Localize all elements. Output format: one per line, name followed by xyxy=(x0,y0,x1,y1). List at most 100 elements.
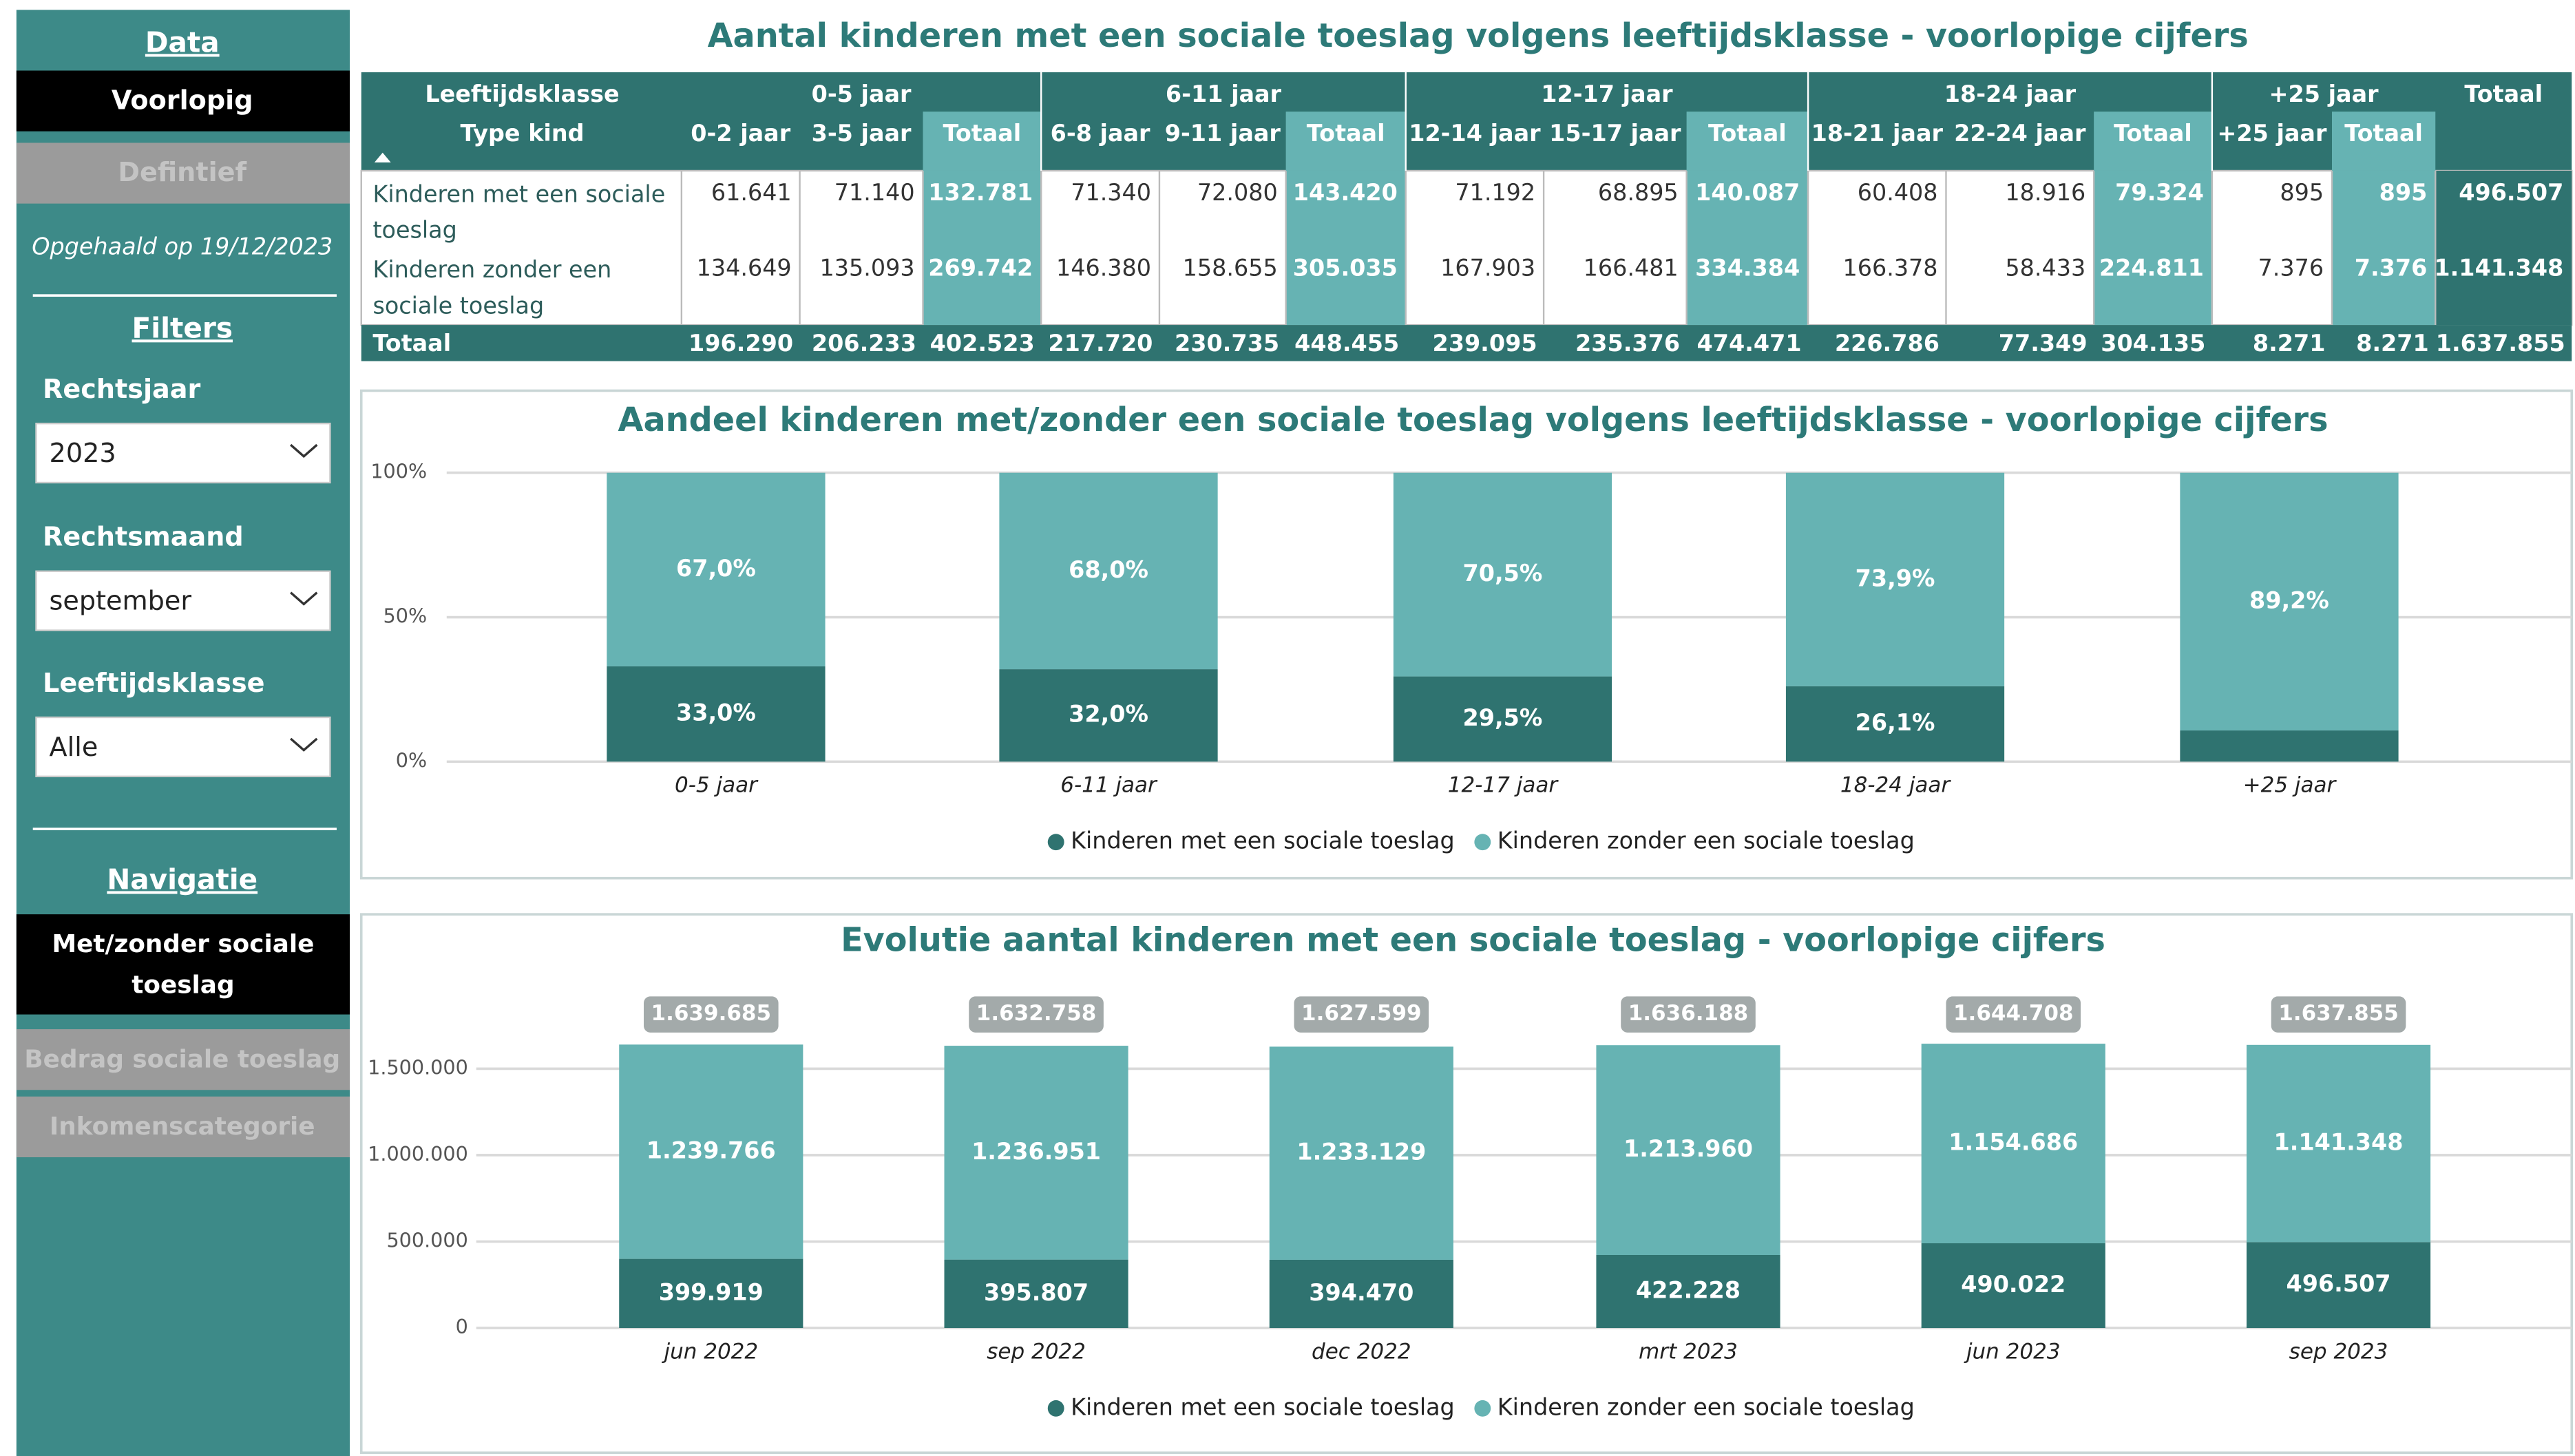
bar-segment xyxy=(1785,472,2005,686)
table-cell: 72.080 xyxy=(1197,179,1278,206)
sort-icon[interactable] xyxy=(374,152,391,163)
row-label-box: Kinderen zonder een sociale toeslag xyxy=(372,257,612,320)
data-label: 1.239.766 xyxy=(647,1137,776,1163)
table-cell: 135.093 xyxy=(820,255,915,282)
dropdown[interactable] xyxy=(35,422,331,484)
data-label: 1.236.951 xyxy=(971,1138,1101,1165)
data-label: 26,1% xyxy=(1856,709,1935,736)
total-label-box xyxy=(1946,996,2081,1033)
table-cell: 60.408 xyxy=(1858,179,1938,206)
bar-segment xyxy=(2246,1242,2431,1329)
subtotal-cell xyxy=(2331,170,2436,326)
bar-segment xyxy=(1393,676,1612,762)
bar-segment xyxy=(619,1044,803,1259)
table-cell: 140.087 xyxy=(1695,179,1800,206)
y-tick-label: 1.000.000 xyxy=(368,1142,468,1165)
navigation-heading: Navigatie xyxy=(107,863,258,896)
dropdown-value: Alle xyxy=(50,732,98,762)
row-label: Kinderen met een sociale toeslag xyxy=(372,182,666,245)
legend-label: Kinderen met een sociale toeslag xyxy=(1071,1393,1455,1420)
subtotal-header-cell xyxy=(1285,112,1406,171)
bar-segment xyxy=(2180,472,2399,731)
nav-button[interactable] xyxy=(16,1096,350,1158)
total-cell: 304.135 xyxy=(2101,330,2205,357)
button-voorlopig[interactable] xyxy=(16,70,350,131)
y-tick-label: 0% xyxy=(396,748,427,772)
chart-title: Evolutie aantal kinderen met een sociale… xyxy=(841,922,2105,960)
nav-button-active[interactable] xyxy=(16,914,350,1015)
data-label: 32,0% xyxy=(1069,701,1148,728)
data-label: 394.470 xyxy=(1309,1279,1413,1306)
total-label-box xyxy=(1621,996,1756,1033)
table-cell: 334.384 xyxy=(1695,255,1800,282)
data-label: 490.022 xyxy=(1961,1271,2066,1298)
data-label: 1.141.348 xyxy=(2274,1129,2404,1156)
y-tick-label: 500.000 xyxy=(386,1228,467,1252)
total-row xyxy=(361,325,2572,361)
table-cell: 224.811 xyxy=(2099,255,2204,282)
nav-label-box[interactable]: Met/zonder sociale toeslag xyxy=(41,924,326,1006)
dropdown[interactable] xyxy=(35,570,331,631)
x-tick-label: sep 2022 xyxy=(987,1339,1086,1364)
button-label: Defintief xyxy=(118,157,246,187)
bar-segment xyxy=(2246,1044,2431,1243)
total-label-box xyxy=(969,996,1104,1033)
column-header: Totaal xyxy=(943,120,1021,147)
subtotal-header-cell xyxy=(2331,112,2436,171)
table-cell: 269.742 xyxy=(928,255,1033,282)
y-tick-label: 50% xyxy=(383,604,428,628)
data-heading: Data xyxy=(145,25,220,59)
table-cell: 18.916 xyxy=(2005,179,2085,206)
column-header: 0-2 jaar xyxy=(691,120,790,147)
column-header: Totaal xyxy=(2344,120,2423,147)
x-tick-label: jun 2023 xyxy=(1964,1339,2061,1364)
total-cell: 206.233 xyxy=(812,330,916,357)
data-label: 68,0% xyxy=(1069,556,1148,583)
group-header: 0-5 jaar xyxy=(812,81,912,107)
data-label: 1.213.960 xyxy=(1623,1135,1753,1162)
column-header: 18-21 jaar xyxy=(1811,120,1944,147)
subtotal-cell xyxy=(2094,170,2212,326)
bar-segment xyxy=(607,472,826,666)
table-cell: 166.481 xyxy=(1584,255,1679,282)
column-header: 3-5 jaar xyxy=(812,120,912,147)
total-label: 1.637.855 xyxy=(2278,1001,2399,1026)
nav-label[interactable]: Met/zonder sociale toeslag xyxy=(52,929,315,1000)
subtotal-cell xyxy=(923,170,1042,326)
table-cell: 143.420 xyxy=(1293,179,1398,206)
group-header: 6-11 jaar xyxy=(1166,81,1282,107)
filters-heading: Filters xyxy=(132,311,233,344)
total-row-label: Totaal xyxy=(372,330,451,357)
group-header: 18-24 jaar xyxy=(1944,81,2077,107)
dropdown[interactable] xyxy=(35,716,331,778)
data-label: 33,0% xyxy=(676,699,756,726)
bar-segment xyxy=(944,1046,1128,1260)
group-header: 12-17 jaar xyxy=(1541,81,1673,107)
bar-segment xyxy=(999,669,1218,762)
grand-total-cell xyxy=(2435,170,2572,326)
nav-button[interactable] xyxy=(16,1029,350,1090)
table-cell: 146.380 xyxy=(1056,255,1151,282)
row-label-box: Kinderen met een sociale toeslag xyxy=(372,182,666,245)
filter-label: Rechtsjaar xyxy=(43,374,201,404)
x-tick-label: 6-11 jaar xyxy=(1060,773,1158,798)
column-header: Totaal xyxy=(1307,120,1385,147)
table-cell: 305.035 xyxy=(1293,255,1398,282)
total-label-box xyxy=(644,996,779,1033)
total-label-box xyxy=(1294,996,1429,1033)
bar-segment xyxy=(2180,730,2399,762)
x-tick-label: mrt 2023 xyxy=(1639,1339,1738,1364)
button-definitief[interactable] xyxy=(16,143,350,204)
table-cell: 132.781 xyxy=(928,179,1033,206)
bar-segment xyxy=(999,472,1218,670)
table-cell: 167.903 xyxy=(1440,255,1535,282)
total-label-box xyxy=(2271,996,2406,1033)
legend-label: Kinderen zonder een sociale toeslag xyxy=(1497,827,1915,854)
row-label: Kinderen zonder een sociale toeslag xyxy=(372,257,612,320)
subtotal-cell xyxy=(1686,170,1809,326)
bar-segment xyxy=(1393,472,1612,677)
legend-label: Kinderen met een sociale toeslag xyxy=(1071,827,1455,854)
table-cell: 158.655 xyxy=(1183,255,1278,282)
bar-segment xyxy=(1785,686,2005,762)
